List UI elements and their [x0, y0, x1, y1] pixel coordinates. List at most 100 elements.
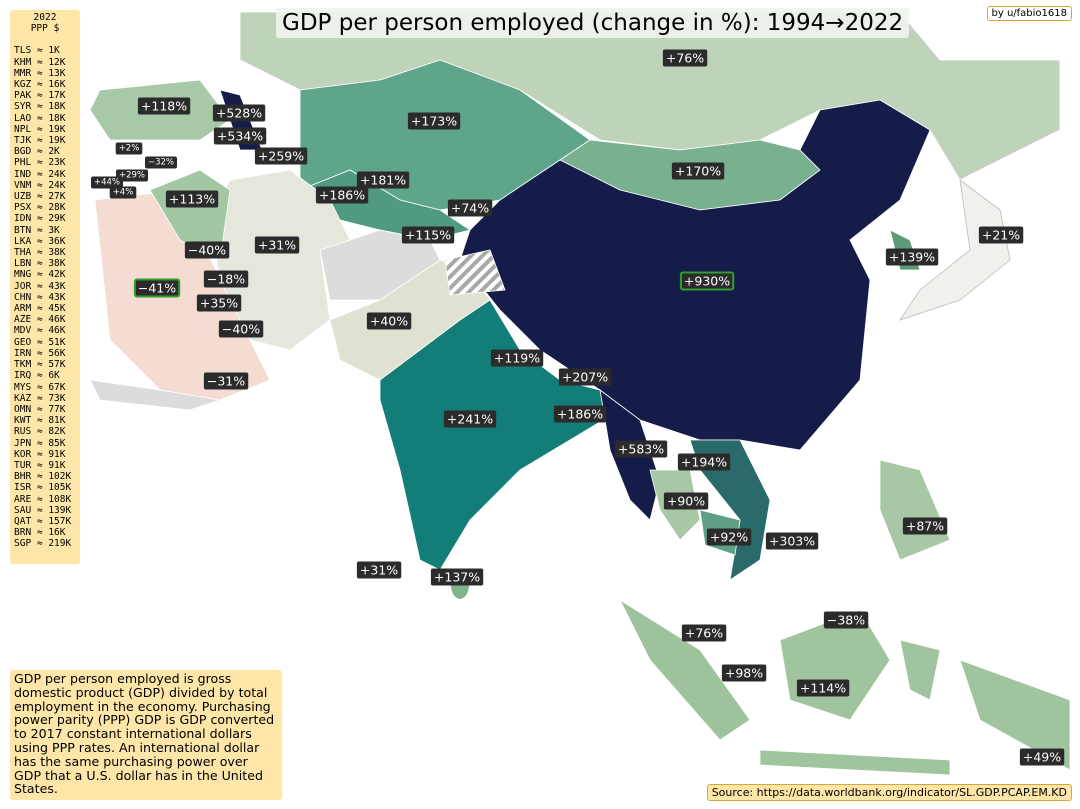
- label-box: [681, 624, 727, 642]
- legend-line: MMR ≈ 13K: [14, 67, 66, 79]
- legend-line: ARE ≈ 108K: [14, 493, 72, 505]
- map-label: −40%: [188, 243, 226, 258]
- legend-line: LBN ≈ 38K: [14, 258, 66, 270]
- label-box: [356, 561, 402, 579]
- label-box: [144, 156, 178, 169]
- label-box: [443, 410, 497, 428]
- label-box: [902, 517, 948, 535]
- legend-line: IRQ ≈ 6K: [14, 370, 60, 382]
- map-label: +114%: [800, 681, 846, 696]
- legend-line: PPP $: [30, 23, 60, 35]
- legend-line: PHL ≈ 23K: [14, 157, 66, 169]
- label-box: [614, 440, 668, 458]
- legend-line: KHM ≈ 12K: [14, 56, 66, 68]
- title: GDP per person employed (change in %): 1…: [276, 8, 910, 38]
- map-label: +194%: [681, 455, 727, 470]
- legend-line: THA ≈ 38K: [14, 247, 66, 259]
- legend-line: ARM ≈ 45K: [14, 303, 66, 315]
- label-box: [490, 349, 544, 367]
- legend-line: KAZ ≈ 73K: [14, 392, 66, 404]
- map-label: +87%: [906, 519, 944, 534]
- map-label: +49%: [1023, 750, 1061, 765]
- map-label: +2%: [119, 144, 140, 154]
- source: Source: https://data.worldbank.org/indic…: [706, 784, 1072, 801]
- label-box: [137, 97, 191, 115]
- map-label: +119%: [494, 351, 540, 366]
- map-label: −38%: [827, 613, 865, 628]
- label-box: [1019, 748, 1065, 766]
- label-box: [447, 199, 493, 217]
- map-label: +137%: [434, 570, 480, 585]
- map-label: +76%: [666, 51, 704, 66]
- legend-line: MNG ≈ 42K: [14, 269, 66, 281]
- label-box: [823, 611, 869, 629]
- map-label: +303%: [769, 534, 815, 549]
- map-label: +113%: [169, 192, 215, 207]
- label-box: [663, 492, 709, 510]
- label-box: [706, 528, 752, 546]
- label-box: [133, 278, 181, 298]
- legend-line: RUS ≈ 82K: [14, 426, 66, 438]
- label-box: [407, 112, 461, 130]
- legend-line: LKA ≈ 36K: [14, 235, 66, 247]
- map-label: +930%: [684, 274, 730, 289]
- credit: by u/fabio1618: [986, 6, 1072, 21]
- label-box: [401, 226, 455, 244]
- legend-line: SYR ≈ 18K: [14, 101, 66, 113]
- legend-line: JPN ≈ 85K: [14, 437, 66, 449]
- map-label: +76%: [685, 626, 723, 641]
- label-box: [115, 142, 143, 155]
- legend-line: TUR ≈ 91K: [14, 459, 66, 471]
- label-box: [90, 176, 124, 189]
- label-box: [184, 241, 230, 259]
- label-box: [978, 226, 1024, 244]
- legend-line: PAK ≈ 17K: [14, 90, 66, 102]
- note: GDP per person employed is gross domesti…: [10, 670, 282, 800]
- map-label: +118%: [141, 99, 187, 114]
- label-box: [213, 127, 267, 145]
- legend-line: MDV ≈ 46K: [14, 325, 66, 337]
- map-label: +74%: [451, 201, 489, 216]
- map-label: +170%: [675, 164, 721, 179]
- label-box: [203, 372, 249, 390]
- legend-line: CHN ≈ 43K: [14, 291, 66, 303]
- label-box: [196, 294, 242, 312]
- map-label: +29%: [119, 171, 145, 181]
- label-box: [662, 49, 708, 67]
- label-box: [558, 368, 612, 386]
- disputed: [444, 249, 506, 296]
- label-box: [212, 104, 266, 122]
- label-box: [679, 271, 735, 291]
- legend-line: QAT ≈ 157K: [14, 515, 72, 527]
- map-label: +186%: [319, 188, 365, 203]
- label-box: [115, 169, 149, 182]
- map-label: +35%: [200, 296, 238, 311]
- legend-line: IDN ≈ 29K: [14, 213, 66, 225]
- map-label: +21%: [982, 228, 1020, 243]
- label-box: [430, 568, 484, 586]
- map-label: +92%: [710, 530, 748, 545]
- map-label: +259%: [258, 149, 304, 164]
- yemen: [89, 379, 221, 411]
- label-box: [254, 236, 300, 254]
- legend-line: BRN ≈ 16K: [14, 527, 66, 539]
- sumatra: [619, 598, 751, 741]
- map-label: +528%: [216, 106, 262, 121]
- legend-line: PSX ≈ 28K: [14, 202, 66, 214]
- countries: [89, 11, 1071, 776]
- map-label: +583%: [618, 442, 664, 457]
- label-box: [356, 171, 410, 189]
- legend-line: MYS ≈ 67K: [14, 381, 66, 393]
- legend-line: ISR ≈ 105K: [14, 482, 72, 494]
- map-label: +173%: [411, 114, 457, 129]
- map-label: +44%: [94, 178, 120, 188]
- label-box: [254, 147, 308, 165]
- map-label: −32%: [148, 158, 174, 168]
- map-label: +31%: [360, 563, 398, 578]
- map-label: +115%: [405, 228, 451, 243]
- legend-line: KOR ≈ 91K: [14, 448, 66, 460]
- legend-line: 2022: [33, 12, 57, 23]
- label-box: [885, 248, 939, 266]
- label-box: [366, 312, 412, 330]
